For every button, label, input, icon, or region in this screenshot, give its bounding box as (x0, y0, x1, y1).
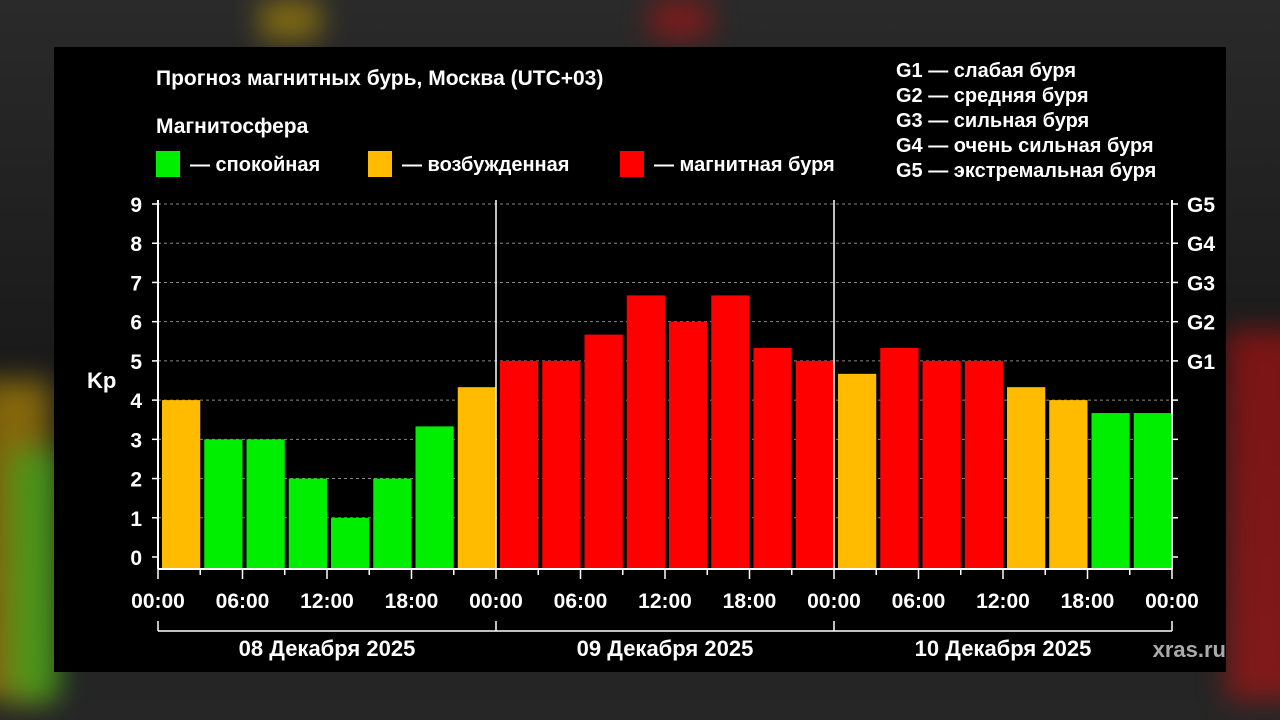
y-tick-label: 2 (130, 469, 142, 492)
bars (162, 295, 1172, 569)
bar (964, 360, 1003, 569)
g-level-label: G5 (1187, 194, 1215, 217)
x-tick-label: 12:00 (638, 590, 692, 613)
bar (1007, 387, 1046, 569)
background-glow-top (260, 0, 320, 40)
x-tick-label: 00:00 (807, 590, 861, 613)
legend-swatch-storm (620, 151, 644, 177)
y-tick-label: 8 (130, 233, 142, 256)
y-tick-label: 3 (130, 429, 142, 452)
x-tick-label: 00:00 (131, 590, 185, 613)
bar (669, 321, 708, 569)
bar (373, 478, 412, 569)
g-level-label: G4 (1187, 233, 1215, 256)
bar (288, 478, 327, 569)
y-tick-label: 6 (130, 312, 142, 335)
bar (922, 360, 961, 569)
status-legend: — спокойная — возбужденная — магнитная бур… (156, 151, 835, 177)
g-level-labels: G1 G2 G3 G4 G5 (1187, 194, 1215, 374)
bar (584, 334, 623, 569)
bar (626, 295, 665, 569)
day-labels: 08 Декабря 2025 09 Декабря 2025 10 Декабря… (239, 636, 1092, 661)
x-tick-label: 12:00 (300, 590, 354, 613)
bar (1049, 400, 1088, 569)
x-tick-label: 12:00 (976, 590, 1030, 613)
legend-swatch-calm (156, 151, 180, 177)
chart-subtitle: Магнитосфера (156, 115, 309, 138)
g-level-label: G1 (1187, 351, 1215, 374)
y-tick-label: 4 (130, 390, 142, 413)
x-tick-labels: 00:00 06:00 12:00 18:00 00:00 06:00 12:00 18:00… (131, 590, 1199, 613)
storm-level-legend: G1 — слабая буря G2 — средняя буря G3 — си… (896, 60, 1156, 182)
bar (204, 439, 243, 569)
background-glow-left-green (10, 450, 60, 700)
bar (838, 373, 877, 569)
y-tick-label: 1 (130, 508, 142, 531)
g-level-label: G3 (1187, 272, 1215, 295)
storm-legend-item: G2 — средняя буря (896, 85, 1089, 107)
x-tick-label: 06:00 (554, 590, 608, 613)
storm-legend-item: G5 — экстремальная буря (896, 160, 1156, 182)
storm-legend-item: G3 — сильная буря (896, 110, 1089, 132)
y-tick-label: 9 (130, 194, 142, 217)
legend-swatch-excited (368, 151, 392, 177)
x-tick-label: 00:00 (1145, 590, 1199, 613)
x-tick-label: 18:00 (1061, 590, 1115, 613)
axes (152, 200, 1178, 632)
y-axis-label: Kp (87, 368, 116, 393)
background-glow-right (1226, 330, 1280, 700)
g-level-label: G2 (1187, 312, 1215, 335)
bar (415, 426, 454, 569)
bar (1133, 413, 1172, 569)
bar (500, 360, 539, 569)
bar (795, 360, 834, 569)
day-label: 10 Декабря 2025 (915, 636, 1092, 661)
kp-forecast-chart: Прогноз магнитных бурь, Москва (UTC+03) … (87, 60, 1226, 662)
bar (331, 517, 370, 569)
y-tick-label: 7 (130, 272, 142, 295)
bar (880, 347, 919, 569)
legend-label-calm: — спокойная (190, 154, 320, 176)
chart-title: Прогноз магнитных бурь, Москва (UTC+03) (156, 67, 603, 90)
bar (542, 360, 581, 569)
bar (246, 439, 285, 569)
bar (162, 400, 201, 569)
x-tick-label: 06:00 (216, 590, 270, 613)
storm-legend-item: G4 — очень сильная буря (896, 135, 1154, 157)
bar (753, 347, 792, 569)
x-tick-label: 18:00 (723, 590, 777, 613)
legend-label-excited: — возбужденная (402, 154, 569, 176)
day-label: 08 Декабря 2025 (239, 636, 416, 661)
y-tick-label: 5 (130, 351, 142, 374)
y-tick-label: 0 (130, 547, 142, 570)
x-tick-label: 00:00 (469, 590, 523, 613)
y-tick-labels: 0 1 2 3 4 5 6 7 8 9 (130, 194, 142, 570)
bar (711, 295, 750, 569)
bar (1091, 413, 1130, 569)
x-tick-label: 18:00 (385, 590, 439, 613)
watermark: xras.ru (1153, 637, 1226, 662)
legend-label-storm: — магнитная буря (654, 154, 835, 176)
background-glow-top-red (650, 0, 710, 40)
bar (457, 387, 496, 569)
storm-legend-item: G1 — слабая буря (896, 60, 1076, 82)
day-label: 09 Декабря 2025 (577, 636, 754, 661)
chart-panel: Прогноз магнитных бурь, Москва (UTC+03) … (54, 47, 1226, 672)
x-tick-label: 06:00 (892, 590, 946, 613)
